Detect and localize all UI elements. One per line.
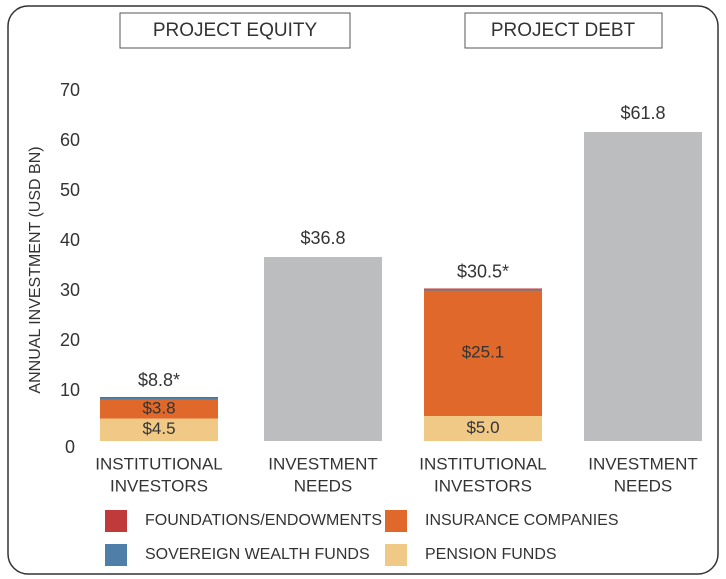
y-tick-label: 20 bbox=[60, 330, 80, 350]
group-box bbox=[464, 12, 663, 49]
total-label: $8.8* bbox=[138, 370, 180, 390]
bar-segment bbox=[424, 290, 542, 416]
bar-segment bbox=[100, 399, 218, 419]
legend-label: INSURANCE COMPANIES bbox=[425, 512, 619, 529]
value-label: $36.8 bbox=[300, 228, 345, 248]
x-tick-label: NEEDS bbox=[614, 476, 673, 495]
legend-swatch bbox=[105, 510, 127, 532]
value-label: $4.5 bbox=[142, 419, 175, 438]
y-tick-label: 50 bbox=[60, 180, 80, 200]
x-tick-label: INVESTMENT bbox=[588, 454, 698, 473]
legend-swatch bbox=[385, 510, 407, 532]
x-tick-label: INSTITUTIONAL bbox=[95, 454, 223, 473]
value-label: $3.8 bbox=[142, 398, 175, 417]
bar-segment bbox=[100, 397, 218, 398]
bar-segment bbox=[100, 418, 218, 441]
value-label: $5.0 bbox=[466, 418, 499, 437]
legend-label: FOUNDATIONS/ENDOWMENTS bbox=[145, 512, 382, 529]
x-tick-label: INVESTORS bbox=[434, 476, 532, 495]
group-box bbox=[119, 12, 351, 49]
bar-segment bbox=[424, 289, 542, 291]
x-tick-label: INVESTMENT bbox=[268, 454, 378, 473]
y-tick-label: 30 bbox=[60, 280, 80, 300]
bar-segment bbox=[100, 397, 218, 400]
total-label: $30.5* bbox=[457, 261, 509, 281]
legend-label: PENSION FUNDS bbox=[425, 546, 557, 563]
frame bbox=[7, 5, 719, 575]
y-tick-label: 0 bbox=[65, 437, 75, 457]
x-tick-label: NEEDS bbox=[294, 476, 353, 495]
bar bbox=[264, 257, 382, 441]
bar bbox=[584, 132, 702, 441]
bar-segment bbox=[424, 416, 542, 441]
y-axis-label: ANNUAL INVESTMENT (USD BN) bbox=[27, 146, 44, 393]
y-tick-label: 10 bbox=[60, 380, 80, 400]
group-label: PROJECT EQUITY bbox=[153, 20, 318, 41]
legend-label: SOVEREIGN WEALTH FUNDS bbox=[145, 546, 370, 563]
x-tick-label: INSTITUTIONAL bbox=[419, 454, 547, 473]
value-label: $61.8 bbox=[620, 103, 665, 123]
y-tick-label: 70 bbox=[60, 80, 80, 100]
bar-segment bbox=[424, 288, 542, 289]
group-label: PROJECT DEBT bbox=[491, 20, 636, 41]
value-label: $25.1 bbox=[462, 343, 505, 362]
y-tick-label: 60 bbox=[60, 130, 80, 150]
x-tick-label: INVESTORS bbox=[110, 476, 208, 495]
legend-swatch bbox=[385, 544, 407, 566]
y-tick-label: 40 bbox=[60, 230, 80, 250]
legend-swatch bbox=[105, 544, 127, 566]
